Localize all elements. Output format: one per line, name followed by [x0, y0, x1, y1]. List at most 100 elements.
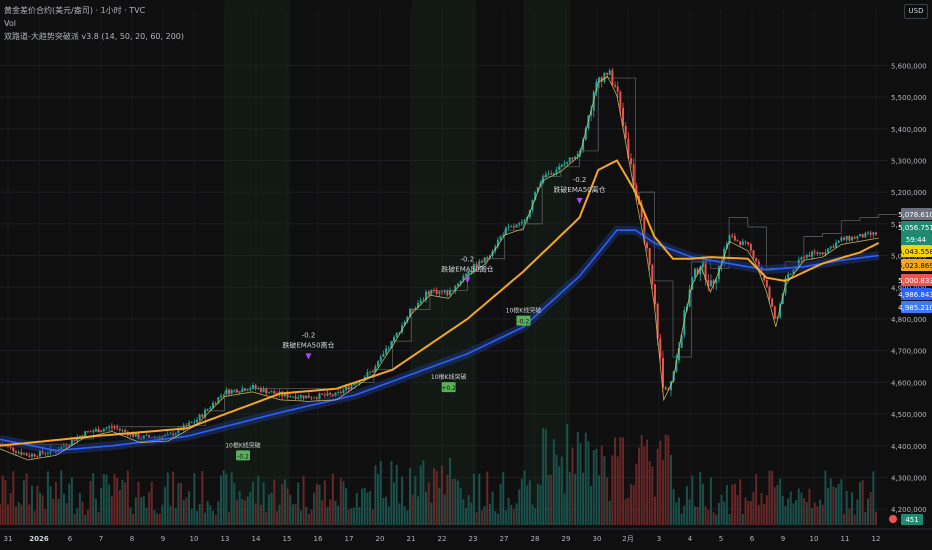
- candle-body: [771, 298, 774, 307]
- volume-bar: [177, 483, 180, 525]
- candle: [387, 346, 390, 352]
- candle-body: [763, 274, 766, 281]
- volume-bar: [401, 476, 404, 525]
- volume-bar: [222, 470, 225, 525]
- candle: [414, 306, 417, 311]
- candle: [116, 424, 119, 431]
- candle-body: [145, 435, 148, 437]
- volume-bar: [283, 479, 286, 525]
- candle: [584, 126, 587, 141]
- candle: [94, 426, 97, 433]
- volume-bar: [630, 483, 633, 525]
- candle-body: [651, 264, 654, 285]
- volume-bar: [313, 492, 316, 525]
- time-tick-label: 2026: [29, 535, 49, 543]
- candle-body: [520, 221, 523, 224]
- candle-body: [528, 210, 531, 218]
- volume-bar: [851, 492, 854, 525]
- volume-bar: [843, 514, 846, 525]
- candle-body: [337, 392, 340, 393]
- volume-bar: [496, 513, 499, 525]
- candle: [259, 386, 262, 394]
- candle-body: [712, 280, 715, 284]
- buy-box: [236, 450, 251, 461]
- volume-bar: [427, 482, 430, 525]
- volume-bar: [390, 460, 393, 525]
- candle-body: [129, 433, 132, 436]
- candle-body: [299, 395, 302, 398]
- last-price-value: 4,985.210: [898, 304, 932, 312]
- candle: [366, 368, 369, 379]
- volume-bar: [166, 472, 169, 525]
- candle: [648, 247, 651, 271]
- candle: [800, 256, 803, 262]
- time-tick-label: 12: [872, 535, 881, 543]
- time-tick-label: 22: [438, 535, 447, 543]
- candle-body: [462, 275, 465, 281]
- time-tick-label: 16: [314, 535, 323, 543]
- candle: [105, 426, 108, 430]
- volume-bar: [472, 473, 475, 525]
- volume-bar: [845, 490, 848, 525]
- volume-bar: [606, 477, 609, 525]
- time-axis[interactable]: 31 2026 6 7 8 9 10 13 14 15 16 17 20 21 22 23 27 28 29 30 2月…: [0, 528, 932, 543]
- candle-body: [851, 237, 854, 241]
- volume-bar: [669, 455, 672, 525]
- candle: [608, 68, 611, 76]
- candle: [808, 251, 811, 258]
- candle-body: [161, 436, 164, 439]
- candle-body: [385, 348, 388, 354]
- candle: [145, 433, 148, 437]
- candle: [166, 430, 169, 437]
- volume-count-bg: [901, 514, 923, 525]
- candle: [299, 394, 302, 401]
- volume-bar: [124, 482, 127, 525]
- candle-body: [369, 371, 372, 373]
- volume-bar: [741, 514, 744, 525]
- candle-body: [0, 444, 1, 445]
- candle: [600, 76, 603, 88]
- candle: [677, 341, 680, 364]
- candle-body: [198, 414, 201, 420]
- volume-bar: [627, 497, 630, 525]
- currency-button[interactable]: USD: [904, 4, 928, 19]
- volume-bar: [653, 496, 656, 525]
- volume-bar: [504, 510, 507, 525]
- candle-body: [699, 267, 702, 275]
- candle-body: [624, 125, 627, 139]
- volume-bar: [704, 506, 707, 525]
- candle-body: [555, 169, 558, 174]
- indicator-legend[interactable]: 双路道-大趋势突破派 v3.8 (14, 50, 20, 60, 200): [4, 32, 185, 41]
- candle: [44, 452, 47, 457]
- volume-bar: [715, 514, 718, 525]
- volume-bar: [688, 499, 691, 525]
- price-tick-label: 4,700,000: [891, 348, 927, 356]
- time-tick-label: 3: [657, 535, 661, 543]
- time-tick-label: 31: [4, 535, 13, 543]
- candle-body: [323, 394, 326, 396]
- candle-body: [483, 257, 486, 263]
- volume-bar: [46, 471, 49, 525]
- volume-bar: [664, 434, 667, 525]
- candle: [512, 223, 515, 230]
- candle: [270, 390, 273, 393]
- volume-bar: [744, 497, 747, 525]
- candle: [752, 250, 755, 260]
- candle-body: [715, 279, 718, 284]
- volume-bar: [755, 474, 758, 525]
- time-tick-label: 6: [750, 535, 755, 543]
- candle: [510, 224, 513, 228]
- volume-bar: [792, 503, 795, 525]
- volume-bar: [206, 501, 209, 525]
- volume-bar: [867, 498, 870, 525]
- candle-body: [65, 445, 68, 447]
- candle-body: [315, 397, 318, 399]
- volume-bar: [302, 475, 305, 525]
- candle: [568, 157, 571, 164]
- candle: [736, 239, 739, 242]
- candle-body: [174, 433, 177, 436]
- candle: [843, 236, 846, 242]
- candle-body: [550, 173, 553, 175]
- volume-bar: [486, 471, 489, 525]
